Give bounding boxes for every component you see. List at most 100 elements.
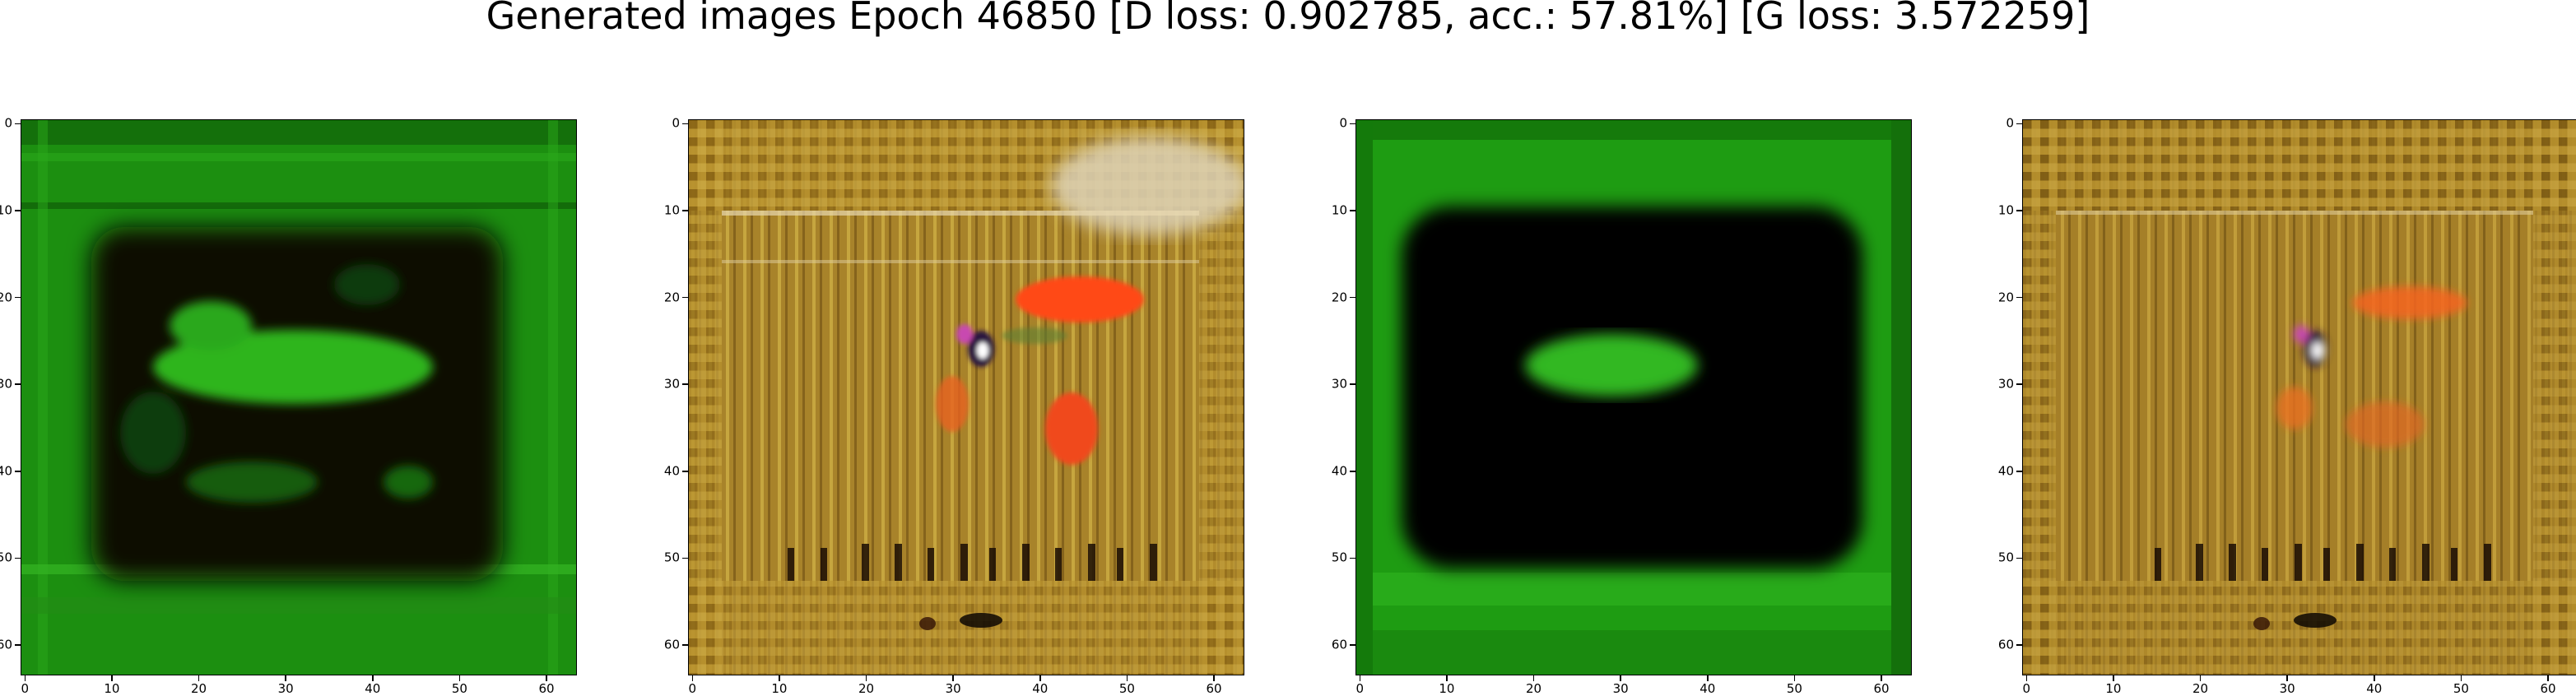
x-tick-mark bbox=[1446, 675, 1448, 681]
y-tick-mark bbox=[1350, 210, 1355, 211]
x-tick-mark bbox=[2374, 675, 2375, 681]
x-tick-mark bbox=[372, 675, 374, 681]
y-tick-label: 40 bbox=[1331, 463, 1347, 479]
y-tick-mark bbox=[1350, 644, 1355, 646]
x-tick-label: 60 bbox=[1873, 681, 1890, 696]
x-tick-label: 50 bbox=[1118, 681, 1135, 696]
x-tick-mark bbox=[1213, 675, 1215, 681]
x-tick-mark bbox=[952, 675, 954, 681]
x-tick-label: 50 bbox=[2453, 681, 2469, 696]
x-tick-mark bbox=[111, 675, 113, 681]
y-tick-mark bbox=[682, 644, 688, 646]
y-tick-label: 40 bbox=[0, 463, 12, 479]
y-tick-label: 10 bbox=[663, 202, 680, 218]
x-tick-label: 10 bbox=[104, 681, 120, 696]
x-tick-label: 20 bbox=[1525, 681, 1542, 696]
x-tick-mark bbox=[1881, 675, 1882, 681]
y-tick-label: 50 bbox=[1331, 550, 1347, 565]
image-brown-noise-1 bbox=[689, 120, 1244, 675]
x-tick-label: 50 bbox=[451, 681, 467, 696]
x-tick-label: 0 bbox=[2022, 681, 2031, 696]
y-tick-label: 40 bbox=[663, 463, 680, 479]
x-tick-label: 30 bbox=[277, 681, 294, 696]
image-green-frame-2 bbox=[1356, 120, 1911, 675]
x-tick-label: 0 bbox=[21, 681, 30, 696]
y-tick-label: 30 bbox=[1331, 376, 1347, 392]
x-tick-mark bbox=[1039, 675, 1041, 681]
y-tick-label: 60 bbox=[663, 637, 680, 652]
x-tick-mark bbox=[198, 675, 200, 681]
y-tick-mark bbox=[15, 296, 21, 299]
x-tick-label: 10 bbox=[1439, 681, 1455, 696]
x-tick-label: 10 bbox=[2105, 681, 2122, 696]
y-tick-mark bbox=[682, 557, 688, 559]
x-tick-label: 20 bbox=[858, 681, 875, 696]
x-tick-label: 30 bbox=[945, 681, 961, 696]
y-tick-label: 30 bbox=[663, 376, 680, 392]
x-tick-mark bbox=[458, 675, 461, 681]
generated-image-2 bbox=[688, 119, 1244, 675]
y-tick-mark bbox=[2016, 123, 2022, 125]
y-tick-mark bbox=[1350, 123, 1355, 125]
x-tick-mark bbox=[546, 675, 547, 681]
y-tick-label: 0 bbox=[2006, 115, 2014, 131]
x-tick-label: 20 bbox=[2192, 681, 2209, 696]
x-tick-mark bbox=[1793, 675, 1796, 681]
x-tick-label: 40 bbox=[1032, 681, 1049, 696]
y-tick-mark bbox=[682, 123, 688, 125]
y-tick-mark bbox=[1350, 557, 1355, 559]
x-tick-mark bbox=[1532, 675, 1535, 681]
y-tick-mark bbox=[1350, 383, 1355, 385]
x-tick-mark bbox=[2460, 675, 2462, 681]
generated-image-1 bbox=[21, 119, 577, 675]
y-tick-label: 50 bbox=[0, 550, 12, 565]
x-tick-label: 50 bbox=[1786, 681, 1802, 696]
y-tick-label: 10 bbox=[0, 202, 12, 218]
y-tick-mark bbox=[2016, 644, 2022, 646]
x-tick-label: 0 bbox=[1355, 681, 1365, 696]
y-tick-mark bbox=[1350, 296, 1355, 299]
x-tick-label: 30 bbox=[1612, 681, 1629, 696]
y-tick-label: 40 bbox=[1997, 463, 2014, 479]
x-tick-mark bbox=[2113, 675, 2114, 681]
x-tick-mark bbox=[24, 675, 26, 681]
y-tick-label: 20 bbox=[663, 290, 680, 305]
y-tick-label: 0 bbox=[672, 115, 680, 131]
y-tick-mark bbox=[2016, 296, 2022, 299]
y-tick-label: 10 bbox=[1997, 202, 2014, 218]
x-tick-mark bbox=[865, 675, 867, 681]
y-tick-label: 0 bbox=[4, 115, 12, 131]
y-tick-mark bbox=[2016, 383, 2022, 385]
x-tick-mark bbox=[1707, 675, 1709, 681]
x-tick-mark bbox=[1359, 675, 1361, 681]
x-tick-label: 40 bbox=[1700, 681, 1716, 696]
y-tick-label: 30 bbox=[0, 376, 12, 392]
x-tick-mark bbox=[1620, 675, 1621, 681]
y-tick-mark bbox=[15, 123, 21, 125]
y-tick-label: 20 bbox=[0, 290, 12, 305]
x-tick-label: 10 bbox=[771, 681, 788, 696]
y-tick-mark bbox=[682, 471, 688, 472]
y-tick-label: 0 bbox=[1339, 115, 1347, 131]
generated-image-4 bbox=[2022, 119, 2576, 675]
y-tick-mark bbox=[1350, 471, 1355, 472]
x-tick-label: 40 bbox=[2366, 681, 2383, 696]
x-tick-mark bbox=[285, 675, 286, 681]
x-tick-label: 60 bbox=[1206, 681, 1222, 696]
y-tick-label: 50 bbox=[1997, 550, 2014, 565]
y-tick-mark bbox=[682, 210, 688, 211]
generated-image-3 bbox=[1355, 119, 1912, 675]
x-tick-mark bbox=[779, 675, 780, 681]
x-tick-label: 0 bbox=[688, 681, 697, 696]
y-tick-label: 60 bbox=[1997, 637, 2014, 652]
y-tick-label: 60 bbox=[0, 637, 12, 652]
x-tick-mark bbox=[2547, 675, 2549, 681]
y-tick-label: 60 bbox=[1331, 637, 1347, 652]
x-tick-label: 30 bbox=[2279, 681, 2295, 696]
y-tick-mark bbox=[2016, 557, 2022, 559]
y-tick-mark bbox=[682, 383, 688, 385]
y-tick-label: 20 bbox=[1997, 290, 2014, 305]
y-tick-mark bbox=[2016, 210, 2022, 211]
x-tick-label: 20 bbox=[190, 681, 207, 696]
y-tick-mark bbox=[15, 383, 21, 385]
